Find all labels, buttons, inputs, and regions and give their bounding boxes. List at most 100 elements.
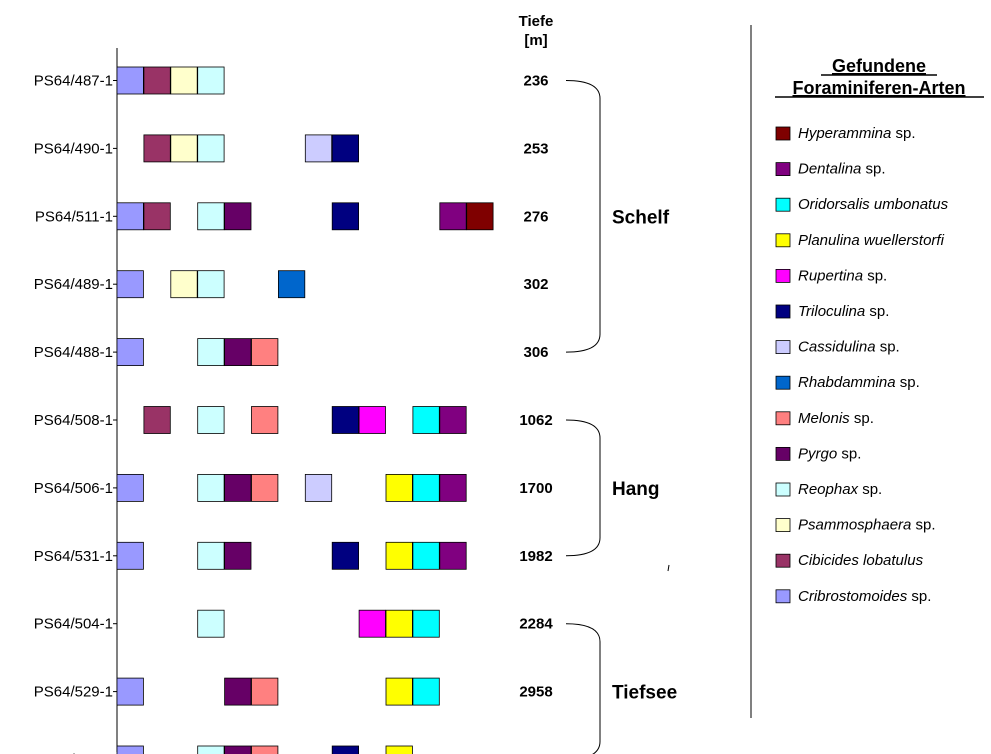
occurrence-cell (412, 406, 440, 434)
stray-mark (667, 564, 670, 572)
occurrence-cell (412, 541, 440, 570)
station-label: PS64/504-1 (34, 616, 113, 633)
station-label: PS64/490-1 (34, 140, 113, 157)
occurrence-cell (251, 473, 279, 502)
occurrence-cell (304, 134, 333, 163)
legend-swatch (775, 411, 791, 426)
occurrence-cell (224, 202, 252, 231)
legend-entry: Pyrgo sp. (798, 445, 861, 462)
depth-label: 2958 (519, 684, 552, 701)
legend: Gefundene Foraminiferen-Arten Hyperammina … (750, 25, 984, 718)
legend-species-name: Oridorsalis umbonatus (798, 196, 949, 213)
legend-species-name: Cribrostomoides (798, 588, 908, 605)
legend-species-name: Rhabdammina (798, 374, 896, 391)
legend-swatch (775, 518, 791, 532)
occurrence-cell (331, 745, 360, 754)
legend-species-name: Planulina wuellerstorfi (798, 232, 945, 249)
legend-entry: Planulina wuellerstorfi (798, 232, 945, 249)
depth-label: 3134 (519, 752, 553, 754)
group-brace (565, 623, 601, 754)
occurrence-cell (116, 677, 144, 706)
occurrence-cell (466, 202, 494, 231)
legend-entry: Cibicides lobatulus (798, 552, 924, 569)
legend-species-name: Reophax (798, 481, 859, 498)
occurrence-cell (143, 134, 171, 163)
occurrence-cell (224, 473, 252, 502)
legend-swatch (775, 233, 791, 248)
occurrence-cell (251, 677, 279, 706)
legend-species-suffix: sp. (865, 303, 889, 320)
occurrence-cell (197, 202, 225, 231)
legend-swatch (775, 197, 791, 212)
occurrence-cell (197, 541, 225, 570)
occurrence-cell (331, 134, 360, 163)
legend-title-line: Gefundene (832, 56, 926, 76)
occurrence-cell (197, 745, 225, 754)
occurrence-cell (385, 541, 413, 570)
legend-entry: Psammosphaera sp. (798, 517, 936, 534)
depth-groups: Schelf Hang Tiefsee (565, 80, 677, 754)
occurrence-cell (143, 406, 171, 434)
occurrence-cell (116, 745, 144, 754)
depth-label: 253 (523, 140, 548, 157)
legend-species-suffix: sp. (896, 374, 920, 391)
legend-species-suffix: sp. (876, 339, 900, 356)
legend-entry: Reophax sp. (798, 481, 882, 498)
occurrence-cell (143, 66, 171, 95)
occurrence-cell (439, 406, 467, 434)
occurrence-cell (116, 202, 144, 231)
occurrence-cell (197, 473, 225, 502)
occurrence-cell (251, 338, 279, 367)
occurrence-cell (116, 338, 144, 367)
occurrence-cell (251, 406, 279, 434)
legend-species-name: Cassidulina (798, 339, 876, 356)
occurrence-cell (224, 541, 252, 570)
legend-swatch (775, 482, 791, 497)
legend-species-name: Triloculina (798, 303, 865, 320)
group-brace (565, 80, 601, 353)
occurrence-cell (197, 338, 225, 367)
occurrence-cell (197, 609, 225, 638)
occurrence-cell (170, 134, 198, 163)
depth-labels: Tiefe [m] 236 253 276 302 306 1062 1700 1982 2284 2… (519, 13, 554, 754)
occurrence-cell (385, 677, 413, 706)
legend-species-name: Cibicides lobatulus (798, 552, 924, 569)
occurrence-cell (224, 338, 252, 367)
legend-entry: Triloculina sp. (798, 303, 889, 320)
legend-swatch (775, 126, 791, 141)
legend-species-name: Rupertina (798, 267, 863, 284)
legend-species-suffix: sp. (858, 481, 882, 498)
occurrence-cell (439, 473, 467, 502)
depth-label: 1062 (519, 412, 552, 429)
station-label: PS64/531-1 (34, 548, 113, 565)
legend-swatch (775, 162, 791, 177)
occurrence-cell (358, 406, 386, 434)
legend-entry: Melonis sp. (798, 410, 874, 427)
group-label: Schelf (612, 207, 670, 228)
occurrence-cells (116, 66, 494, 754)
group-brace (565, 419, 601, 557)
legend-title: Gefundene Foraminiferen-Arten (792, 56, 965, 98)
group-label: Tiefsee (612, 683, 677, 704)
legend-entry: Cribrostomoides sp. (798, 588, 931, 605)
depth-label: 302 (523, 276, 548, 293)
axis-layer (113, 48, 118, 752)
occurrence-cell (331, 406, 360, 434)
occurrence-cell (224, 745, 252, 754)
depth-label: 1982 (519, 548, 552, 565)
occurrence-cell (412, 609, 440, 638)
station-label: PS64/529-1 (34, 684, 113, 701)
legend-entry: Dentalina sp. (798, 161, 886, 178)
occurrence-cell (116, 473, 144, 502)
legend-species-name: Psammosphaera (798, 517, 911, 534)
legend-entry: Hyperammina sp. (798, 125, 916, 142)
depth-label: 236 (523, 73, 548, 90)
occurrence-cell (197, 134, 225, 163)
occurrence-cell (116, 270, 144, 299)
station-label: PS64/528-1 (34, 752, 113, 754)
occurrence-cell (116, 541, 144, 570)
station-label: PS64/488-1 (34, 344, 113, 361)
occurrence-cell (385, 745, 413, 754)
